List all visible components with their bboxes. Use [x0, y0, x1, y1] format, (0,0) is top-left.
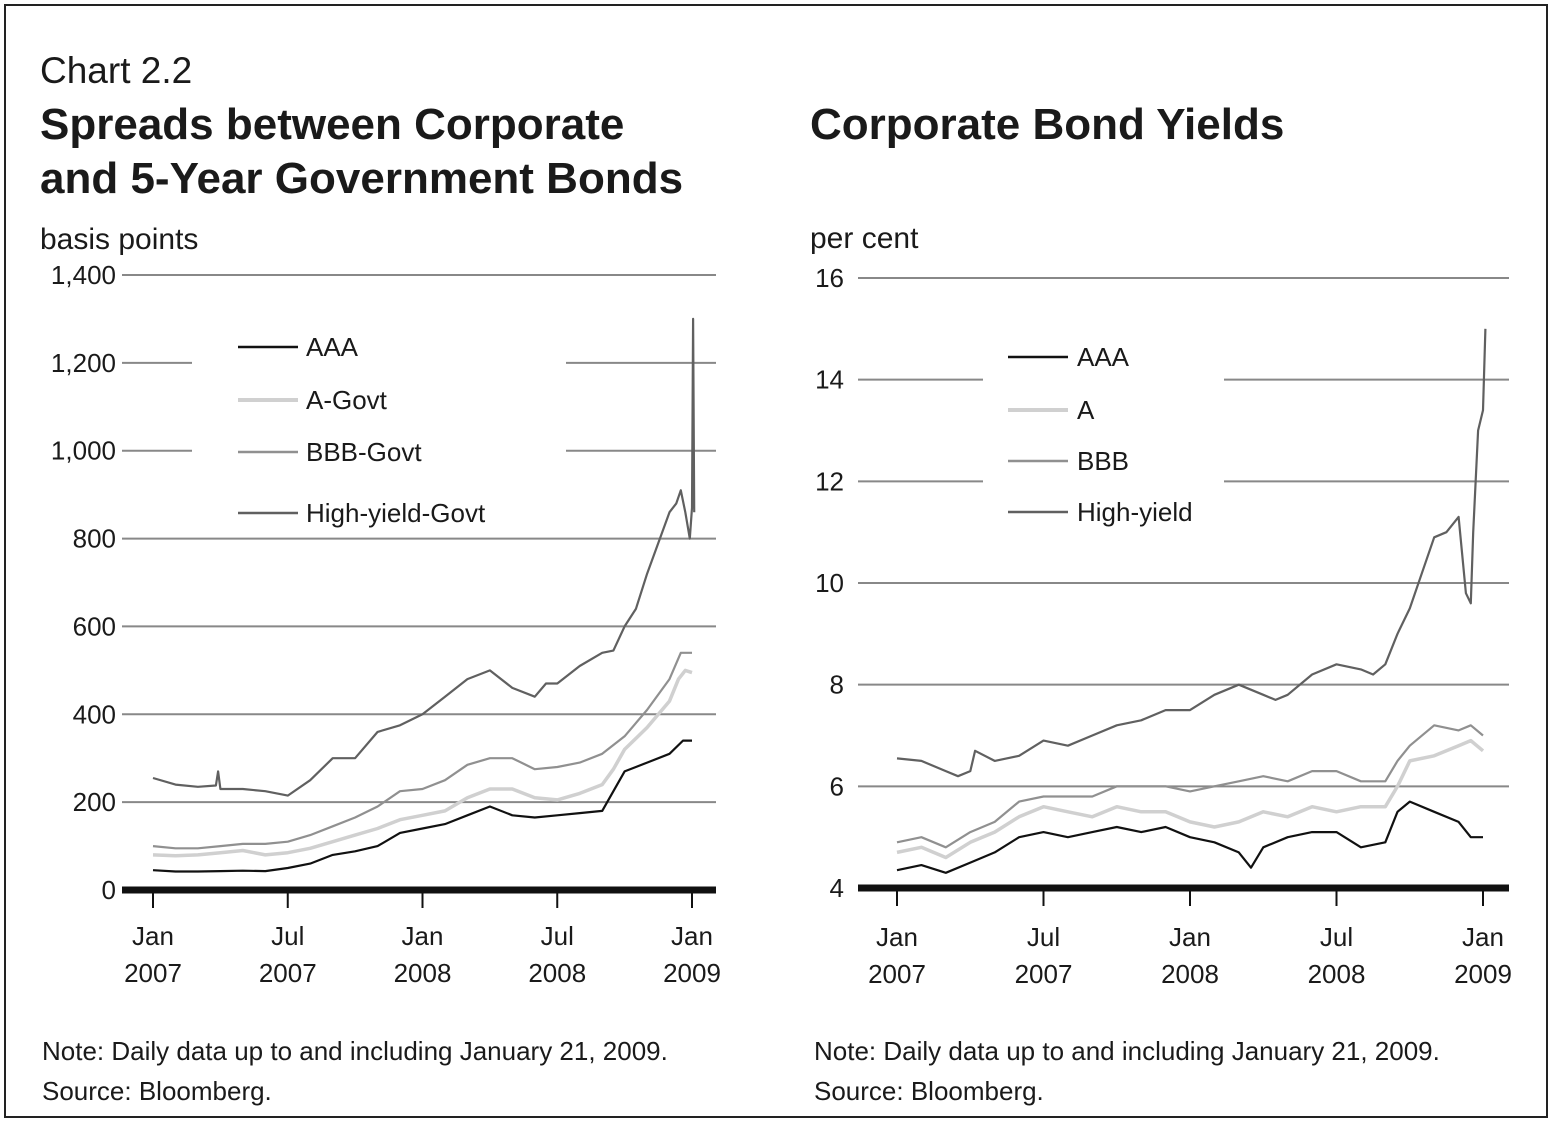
right-y-tick-label: 14 — [815, 365, 844, 395]
right-y-tick-label: 8 — [830, 670, 844, 700]
left-legend-label-bbb-govt: BBB-Govt — [306, 437, 422, 467]
left-chart-title-line1: Spreads between Corporate — [40, 100, 625, 149]
left-source: Source: Bloomberg. — [42, 1076, 272, 1106]
left-y-tick-label: 400 — [73, 699, 116, 729]
left-series-a-govt-line — [152, 668, 693, 858]
left-x-tick-label: 2008 — [528, 958, 586, 988]
right-x-tick-label: Jan — [876, 922, 918, 952]
right-y-tick-label: 12 — [815, 466, 844, 496]
left-x-tick-label: Jan — [402, 921, 444, 951]
right-y-tick-label: 16 — [815, 263, 844, 293]
right-chart-title: Corporate Bond Yields — [810, 100, 1285, 149]
left-chart-title-line2: and 5-Year Government Bonds — [40, 154, 684, 203]
left-y-tick-label: 1,000 — [51, 436, 116, 466]
right-y-unit-label: per cent — [810, 222, 919, 255]
right-y-tick-label: 10 — [815, 568, 844, 598]
right-y-tick-label: 4 — [830, 873, 844, 903]
left-legend-label-high-yield-govt: High-yield-Govt — [306, 498, 486, 528]
left-series-aaa-line — [152, 739, 692, 873]
figure-frame — [4, 4, 1548, 1118]
right-x-tick-label: Jan — [1462, 922, 1504, 952]
right-note: Note: Daily data up to and including Jan… — [814, 1036, 1440, 1066]
left-y-tick-label: 200 — [73, 787, 116, 817]
right-x-tick-label: Jul — [1027, 922, 1060, 952]
right-legend-label-aaa: AAA — [1077, 342, 1130, 372]
right-x-tick-label: 2009 — [1454, 959, 1512, 989]
right-y-tick-label: 6 — [830, 771, 844, 801]
right-series-high-yield-line — [896, 328, 1487, 778]
left-x-tick-label: Jan — [671, 921, 713, 951]
left-x-tick-label: Jul — [541, 921, 574, 951]
right-series-a-line — [896, 738, 1485, 860]
right-legend-label-high-yield: High-yield — [1077, 497, 1193, 527]
left-x-tick-label: 2007 — [124, 958, 182, 988]
right-x-tick-label: 2007 — [1015, 959, 1073, 989]
left-series-bbb-govt-line — [152, 651, 692, 850]
left-note: Note: Daily data up to and including Jan… — [42, 1036, 668, 1066]
right-x-tick-label: 2008 — [1161, 959, 1219, 989]
right-x-tick-label: 2007 — [868, 959, 926, 989]
right-source: Source: Bloomberg. — [814, 1076, 1044, 1106]
right-series-aaa-line — [896, 800, 1483, 874]
right-x-tick-label: Jan — [1169, 922, 1211, 952]
chart-number: Chart 2.2 — [40, 50, 193, 91]
left-x-tick-label: 2008 — [394, 958, 452, 988]
left-x-tick-label: 2007 — [259, 958, 317, 988]
left-y-tick-label: 600 — [73, 611, 116, 641]
left-x-tick-label: Jan — [132, 921, 174, 951]
left-y-tick-label: 1,400 — [51, 260, 116, 290]
left-y-tick-label: 1,200 — [51, 348, 116, 378]
right-legend-label-a: A — [1077, 395, 1095, 425]
left-x-tick-label: 2009 — [663, 958, 721, 988]
left-y-unit-label: basis points — [40, 223, 199, 256]
left-legend-label-a-govt: A-Govt — [306, 385, 388, 415]
right-x-tick-label: 2008 — [1308, 959, 1366, 989]
left-y-tick-label: 800 — [73, 524, 116, 554]
right-legend-label-bbb: BBB — [1077, 446, 1129, 476]
right-x-tick-label: Jul — [1320, 922, 1353, 952]
left-series-high-yield-govt-line — [152, 317, 696, 797]
left-legend-label-aaa: AAA — [306, 332, 359, 362]
left-y-tick-label: 0 — [102, 875, 116, 905]
right-series-bbb-line — [896, 724, 1484, 849]
left-x-tick-label: Jul — [271, 921, 304, 951]
